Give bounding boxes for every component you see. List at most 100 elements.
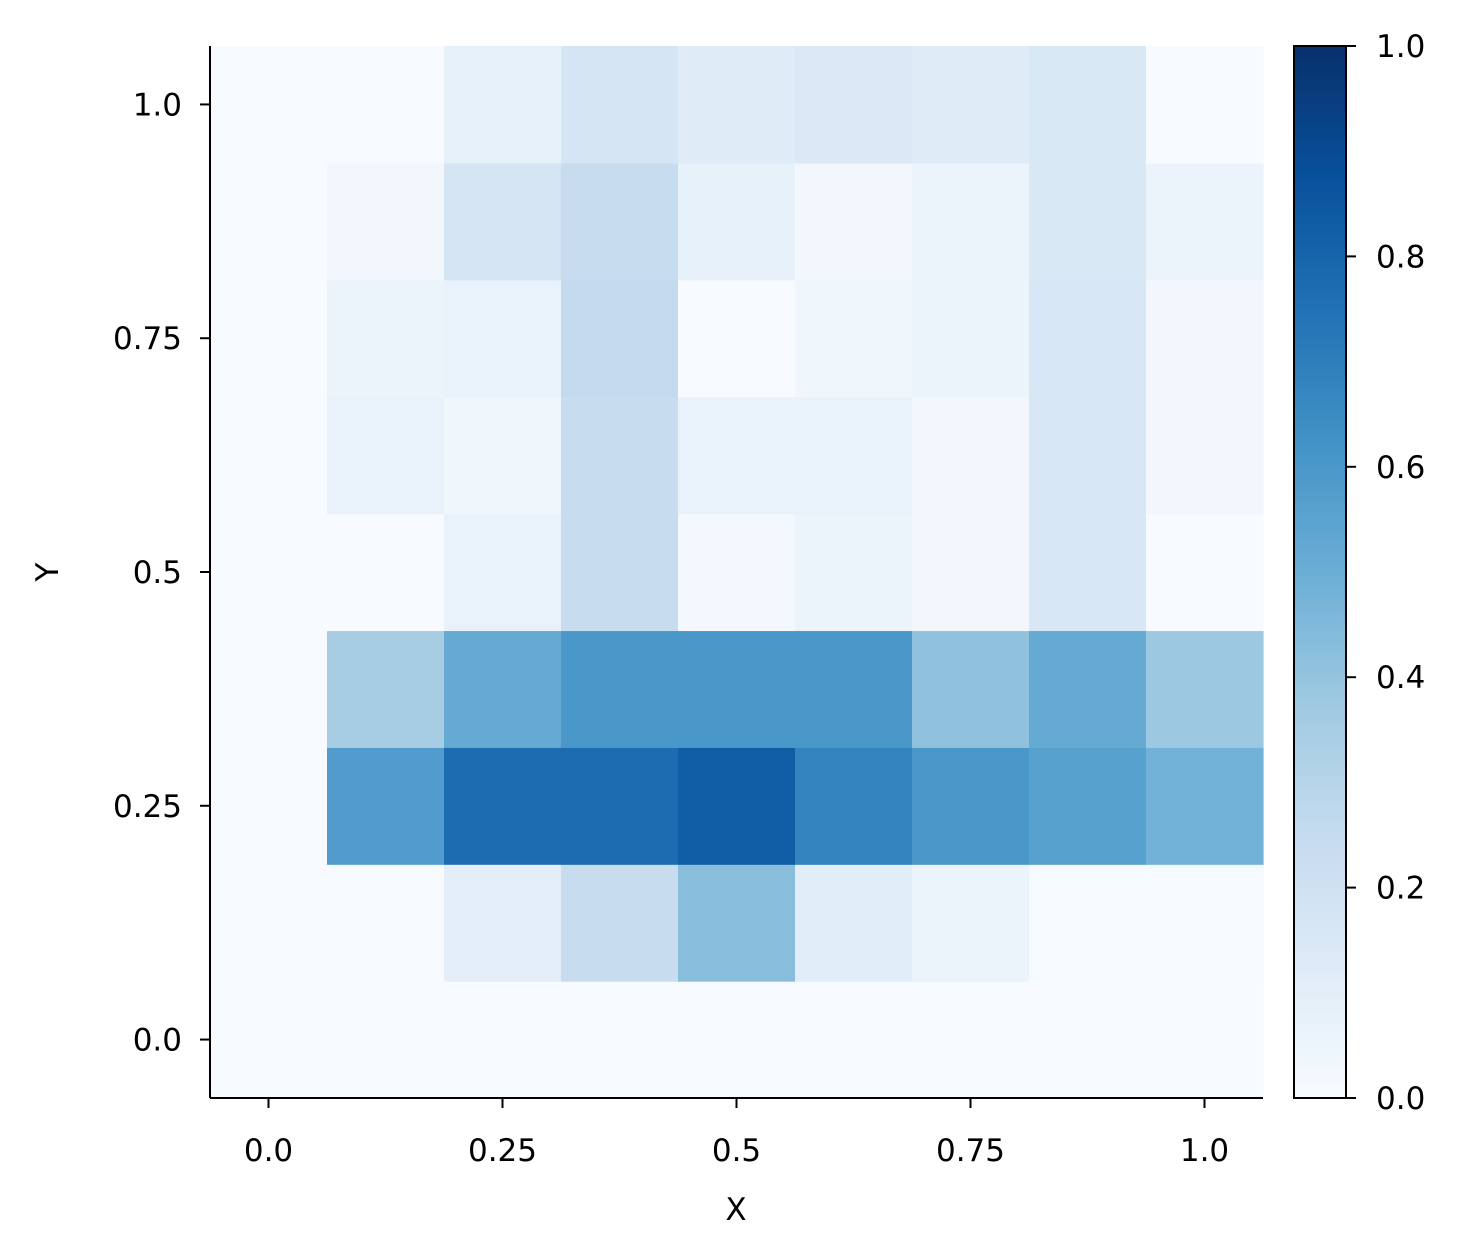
heatmap-cell <box>561 981 679 1099</box>
heatmap-cell <box>678 162 796 281</box>
heatmap-cell <box>1146 396 1264 515</box>
heatmap-cell <box>210 162 328 281</box>
heatmap-cell <box>210 630 328 748</box>
heatmap-cell <box>327 162 445 281</box>
heatmap-cell <box>444 46 562 164</box>
heatmap-cell <box>1029 46 1147 164</box>
heatmap-cell <box>210 747 328 865</box>
colorbar-tick-label: 1.0 <box>1376 29 1425 65</box>
heatmap-cell <box>912 513 1030 632</box>
heatmap-cell <box>795 864 913 982</box>
heatmap-cell <box>795 747 913 865</box>
heatmap-cell <box>1146 630 1264 748</box>
heatmap-cell <box>1029 864 1147 982</box>
heatmap-cell <box>1029 279 1147 398</box>
heatmap-cell <box>912 279 1030 398</box>
heatmap-cell <box>795 279 913 398</box>
colorbar-tick-label: 0.2 <box>1376 871 1425 907</box>
heatmap-cell <box>795 513 913 632</box>
heatmap-cell <box>795 162 913 281</box>
heatmap-cell <box>1146 46 1264 164</box>
heatmap-cell <box>210 396 328 515</box>
heatmap-cell <box>1146 279 1264 398</box>
heatmap-cell <box>912 864 1030 982</box>
colorbar-gradient <box>1293 45 1347 1099</box>
heatmap-cell <box>912 162 1030 281</box>
heatmap-cell <box>561 630 679 748</box>
heatmap-cell <box>678 279 796 398</box>
y-tick-label: 0.0 <box>133 1023 182 1059</box>
colorbar-tick-label: 0.4 <box>1376 660 1425 696</box>
heatmap-cell <box>561 162 679 281</box>
heatmap-cell <box>795 630 913 748</box>
heatmap-cell <box>444 162 562 281</box>
heatmap-cell <box>561 864 679 982</box>
heatmap-cell <box>561 46 679 164</box>
heatmap-cell <box>678 864 796 982</box>
heatmap-cell <box>678 747 796 865</box>
y-axis-title: Y <box>30 562 66 582</box>
heatmap-cell <box>1029 630 1147 748</box>
x-tick-label: 0.75 <box>936 1133 1005 1169</box>
heatmap-cell <box>561 279 679 398</box>
heatmap-cell <box>1029 513 1147 632</box>
x-tick-label: 1.0 <box>1180 1133 1229 1169</box>
x-axis-ticks: 0.0 0.25 0.5 0.75 1.0 <box>244 1098 1229 1169</box>
heatmap-cell <box>210 864 328 982</box>
y-tick-label: 0.25 <box>113 789 182 825</box>
heatmap-cell <box>444 513 562 632</box>
heatmap-cell <box>912 747 1030 865</box>
heatmap-cell <box>561 513 679 632</box>
heatmap-cell <box>678 46 796 164</box>
y-tick-label: 1.0 <box>133 87 182 123</box>
heatmap-cell <box>210 46 328 164</box>
heatmap-cell <box>444 279 562 398</box>
x-axis-title: X <box>725 1192 746 1228</box>
heatmap-cell <box>444 981 562 1099</box>
x-tick-label: 0.0 <box>244 1133 293 1169</box>
y-axis-ticks: 0.0 0.25 0.5 0.75 1.0 <box>113 87 210 1059</box>
heatmap-cell <box>1029 747 1147 865</box>
heatmap-cell <box>210 513 328 632</box>
heatmap-cell <box>1146 513 1264 632</box>
heatmap-cell <box>795 981 913 1099</box>
heatmap-cell <box>210 279 328 398</box>
heatmap-cell <box>561 747 679 865</box>
y-tick-label: 0.5 <box>133 555 182 591</box>
heatmap-cell <box>561 396 679 515</box>
heatmap-cells <box>210 46 1264 1099</box>
x-tick-label: 0.5 <box>712 1133 761 1169</box>
heatmap-cell <box>444 396 562 515</box>
heatmap-cell <box>327 513 445 632</box>
heatmap-cell <box>1146 162 1264 281</box>
heatmap-cell <box>327 396 445 515</box>
heatmap-cell <box>912 46 1030 164</box>
heatmap-cell <box>1029 396 1147 515</box>
colorbar: 0.0 0.2 0.4 0.6 0.8 1.0 <box>1293 29 1425 1117</box>
heatmap-cell <box>678 396 796 515</box>
heatmap-cell <box>327 630 445 748</box>
heatmap-cell <box>1146 747 1264 865</box>
heatmap-cell <box>327 864 445 982</box>
heatmap-cell <box>912 981 1030 1099</box>
heatmap-cell <box>795 396 913 515</box>
heatmap-cell <box>1029 162 1147 281</box>
heatmap-cell <box>1146 864 1264 982</box>
plot-area: 0.0 0.25 0.5 0.75 1.0 0.0 0.25 0.5 0.75 1.0 X Y <box>30 46 1264 1228</box>
heatmap-cell <box>444 630 562 748</box>
heatmap-cell <box>912 396 1030 515</box>
heatmap-cell <box>327 981 445 1099</box>
heatmap-cell <box>327 46 445 164</box>
y-tick-label: 0.75 <box>113 321 182 357</box>
x-tick-label: 0.25 <box>468 1133 537 1169</box>
heatmap-cell <box>678 630 796 748</box>
heatmap-cell <box>678 981 796 1099</box>
heatmap-cell <box>795 46 913 164</box>
colorbar-ticks: 0.0 0.2 0.4 0.6 0.8 1.0 <box>1346 29 1425 1117</box>
heatmap-cell <box>1146 981 1264 1099</box>
heatmap-cell <box>444 747 562 865</box>
colorbar-tick-label: 0.8 <box>1376 239 1425 275</box>
heatmap-cell <box>1029 981 1147 1099</box>
heatmap-cell <box>327 279 445 398</box>
